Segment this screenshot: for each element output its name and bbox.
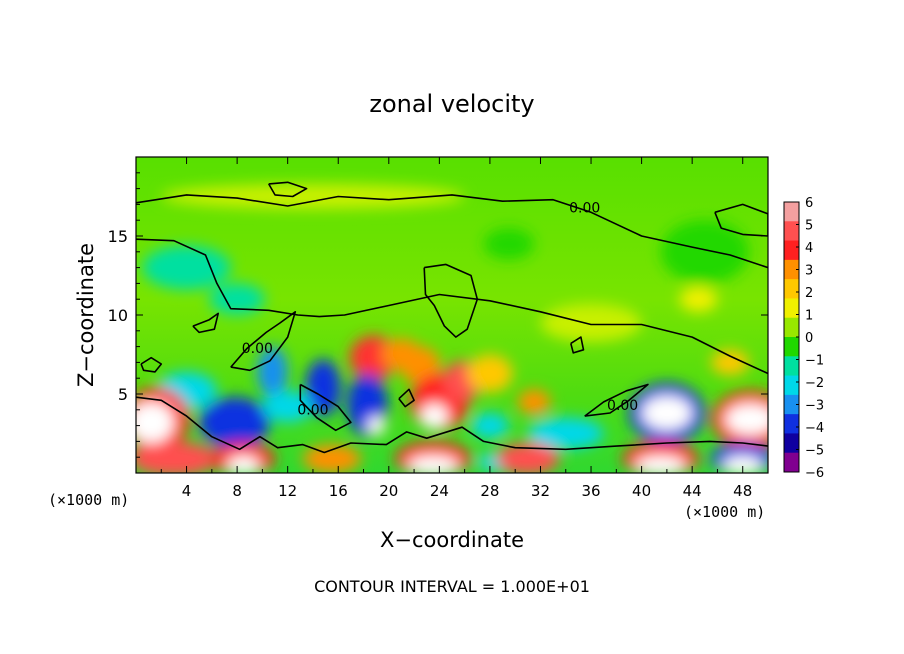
field-blob [711,349,750,376]
field-blob [209,283,265,316]
field-blob [540,303,642,342]
y-tick-label: 5 [118,385,128,404]
colorbar-swatch [784,433,799,454]
field-blob [470,412,509,439]
y-axis-label: Z−coordinate [74,243,98,387]
colorbar-label: −5 [805,444,824,459]
field-blob [367,416,386,436]
field-blob [302,444,361,473]
contour-label: 0.00 [569,200,600,216]
colorbar-swatch [784,259,799,280]
x-axis-ticks: 4 8 12 16 20 24 28 32 36 40 44 48 [160,157,752,500]
y-tick-label: 15 [108,227,128,246]
contour-line [192,312,219,334]
contour-lines [136,181,768,454]
x-axis-label: X−coordinate [380,528,524,552]
field-blob [660,220,750,284]
x-tick-label: 36 [581,482,600,500]
x-unit-right: (×1000 m) [684,503,765,521]
colorbar-label: 2 [805,286,813,301]
contour-line [423,263,479,338]
field-blob [496,442,560,473]
contour-line [398,388,415,408]
colorbar-swatch [784,279,799,299]
field-blob [527,417,604,450]
x-tick-label: 28 [480,482,499,500]
colorbar: 6 5 4 3 2 1 0 −1 −2 −3 −4 −5 −6 [783,196,824,481]
colorbar-swatch [784,202,799,222]
colorbar-swatch [784,414,799,434]
plot-area [136,157,768,473]
colorbar-label: 4 [805,241,813,256]
field-blob [517,389,551,415]
x-tick-label: 32 [531,482,550,500]
x-tick-label: 24 [430,482,449,500]
field-blob [161,183,465,210]
field-blob [227,455,260,473]
colorbar-swatch [784,221,799,242]
field-blob [407,455,459,473]
field-blob [679,286,718,312]
contour-label: 0.00 [607,398,638,414]
colorbar-label: −2 [805,376,824,391]
field-blob [722,455,763,473]
field-blob [483,228,535,260]
contour-line [714,203,768,237]
colorbar-swatch [784,240,799,261]
field-blob [142,245,231,290]
x-unit-left: (×1000 m) [48,491,129,509]
colorbar-swatch [784,317,799,338]
chart-title: zonal velocity [369,90,534,118]
colorbar-swatch [784,356,799,377]
x-tick-label: 48 [733,482,752,500]
contour-line [136,194,768,269]
y-tick-label: 10 [108,306,128,325]
colorbar-label: 6 [805,196,813,211]
colorbar-swatch [784,298,799,319]
contour-interval-note: CONTOUR INTERVAL = 1.000E+01 [314,577,590,596]
field-blob [257,346,288,398]
x-tick-label: 40 [632,482,651,500]
colorbar-label: 1 [805,309,813,324]
field-blobs [136,183,768,473]
colorbar-swatch [784,375,799,396]
x-tick-label: 4 [182,482,192,500]
field-blob [467,354,513,393]
contour-line [570,336,585,354]
y-axis-ticks: 5 10 15 [108,172,768,458]
contour-label: 0.00 [242,341,273,357]
x-tick-label: 44 [683,482,702,500]
contour-line [584,383,649,417]
field-blob [136,401,174,443]
colorbar-label: 0 [805,331,813,346]
colorbar-label: 3 [805,264,813,279]
contour-line [136,238,768,375]
colorbar-label: −4 [805,421,824,436]
x-tick-label: 12 [278,482,297,500]
field-blob [725,403,768,436]
x-tick-label: 20 [379,482,398,500]
colorbar-swatch [784,452,799,473]
contour-labels: 0.00 0.00 0.00 0.00 [242,200,638,418]
contour-line [140,356,163,373]
colorbar-swatch [784,394,799,415]
field-blob [136,441,219,473]
field-blob [641,395,693,431]
colorbar-label: 5 [805,219,813,234]
field-blob [420,403,449,429]
colorbar-label: −6 [805,466,824,481]
field-blob [635,455,686,473]
contour-line [299,383,352,432]
contour-line [136,396,768,454]
colorbar-label: −3 [805,399,824,414]
contour-line [230,311,297,372]
x-tick-label: 16 [329,482,348,500]
x-tick-label: 8 [232,482,242,500]
contour-line [268,181,308,198]
field-blob [199,397,270,448]
colorbar-label: −1 [805,354,824,369]
colorbar-swatch [784,337,799,357]
contour-label: 0.00 [297,403,328,419]
